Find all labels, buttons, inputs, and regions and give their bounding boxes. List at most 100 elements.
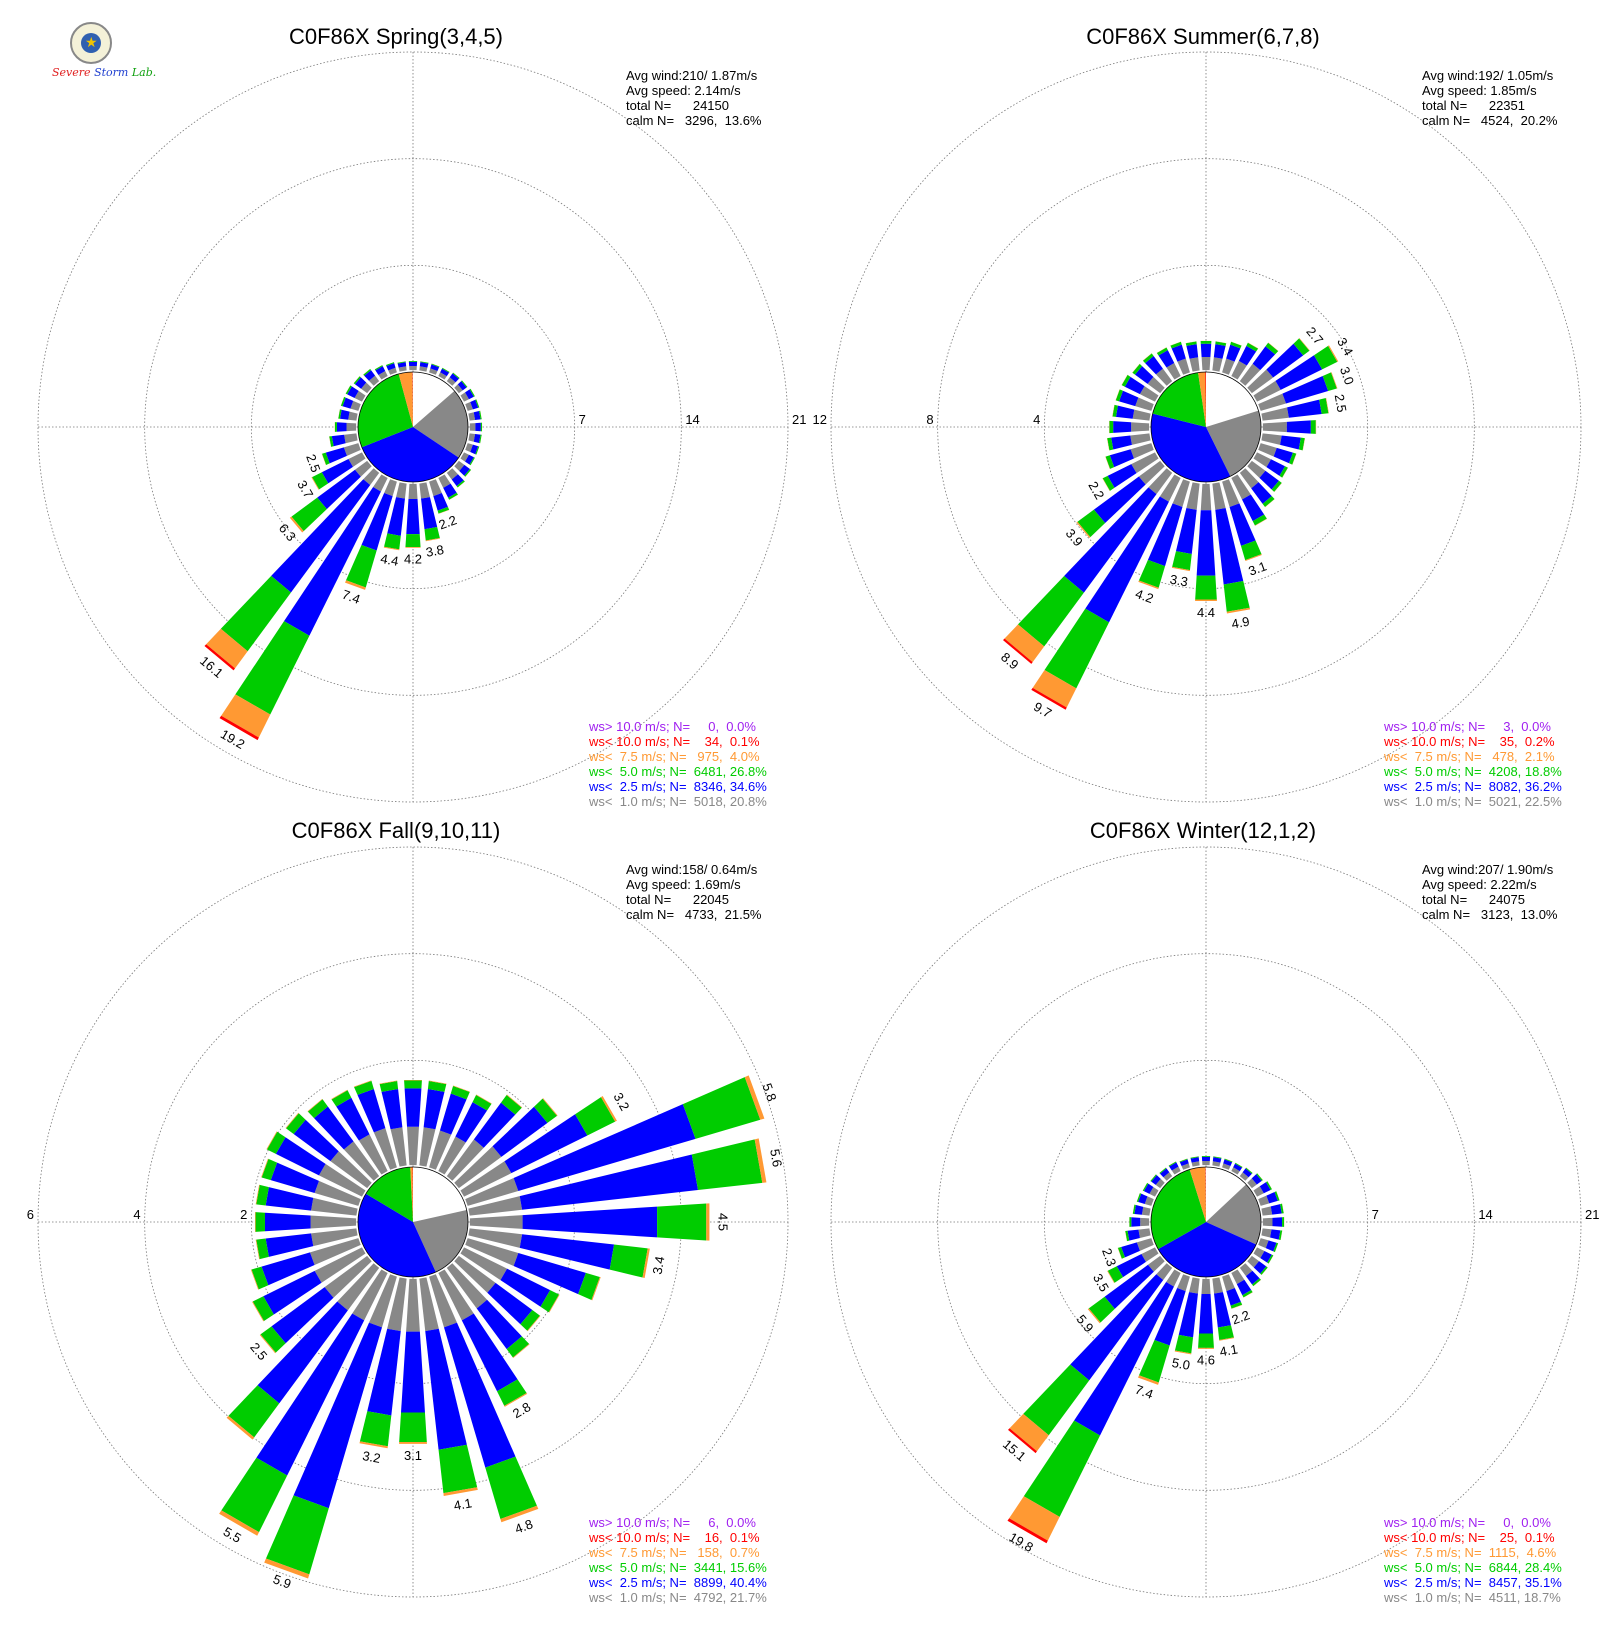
sector-bar-segment: [1106, 438, 1110, 451]
sector-bar-segment: [379, 1081, 399, 1092]
sector-bar-segment: [1262, 1217, 1273, 1227]
sector-bar-segment: [431, 363, 440, 368]
sector-bar-segment: [450, 1085, 470, 1100]
sector-bar-segment: [354, 460, 372, 477]
speed-class-slice: [1205, 1167, 1206, 1222]
sector-bar-segment: [408, 483, 418, 499]
sector-bar-segment: [1064, 487, 1157, 593]
sector-bar-segment: [1044, 608, 1110, 689]
sector-bar-segment: [251, 1266, 269, 1290]
sector-bar-segment: [479, 410, 482, 420]
sector-bar-segment: [1246, 342, 1259, 352]
sector-bar-segment: [322, 452, 330, 465]
sector-bar-segment: [469, 388, 475, 397]
sector-bar-segment: [271, 1287, 334, 1344]
sector-bar-segment: [469, 1215, 523, 1229]
sector-value-label: 5.9: [271, 1571, 293, 1591]
sector-bar-segment: [1168, 1161, 1176, 1166]
ring-label: 21: [1585, 1207, 1599, 1222]
stats-line: total N= 24075: [1422, 892, 1525, 907]
sector-bar-segment: [1240, 540, 1262, 561]
sector-bar-segment: [1292, 453, 1297, 465]
sector-bar-segment: [1257, 1173, 1263, 1181]
sector-bar-segment: [1215, 341, 1227, 346]
speed-class-slice: [361, 427, 459, 482]
sector-bar-segment: [1121, 374, 1131, 387]
sector-bar-segment: [1322, 372, 1337, 392]
sector-bar-segment: [1253, 1186, 1264, 1197]
sector-bar-segment: [348, 452, 366, 467]
sector-bar-segment: [256, 1313, 365, 1476]
sector-bar-segment: [1142, 353, 1154, 364]
sector-bar-segment: [1160, 1168, 1170, 1178]
sector-bar-segment: [1226, 344, 1241, 362]
sector-bar-segment: [1200, 343, 1212, 357]
sector-bar-segment: [1266, 1192, 1278, 1204]
sector-bar-segment: [1148, 468, 1173, 495]
sector-bar-segment: [1105, 455, 1115, 469]
sector-bar-segment: [1229, 503, 1256, 546]
sector-bar-segment: [1212, 1161, 1221, 1167]
sector-bar-segment: [1261, 1267, 1268, 1275]
sector-bar-segment: [1154, 1288, 1186, 1346]
sector-bar-segment: [321, 453, 327, 466]
sector-value-label: 2.5: [1332, 393, 1350, 413]
sector-bar-segment: [453, 1085, 470, 1093]
sector-bar-segment: [429, 368, 438, 375]
sector-bar-segment: [1243, 1292, 1253, 1298]
sector-bar-segment: [252, 1301, 264, 1322]
sector-bar-segment: [446, 377, 456, 386]
sector-bar-segment: [706, 1203, 710, 1241]
sector-bar-segment: [406, 498, 420, 535]
sector-bar-segment: [1222, 1274, 1235, 1292]
sector-bar-segment: [1280, 435, 1301, 450]
sector-bar-segment: [1077, 509, 1106, 538]
legend-entry: ws< 1.0 m/s; N= 5018, 20.8%: [588, 794, 767, 809]
sector-bar-segment: [1142, 353, 1152, 361]
sector-bar-segment: [331, 434, 346, 447]
sector-bar-segment: [1150, 1174, 1156, 1181]
legend-entry: ws< 1.0 m/s; N= 5021, 22.5%: [1383, 794, 1562, 809]
sector-bar-segment: [506, 1336, 530, 1358]
sector-bar-segment: [1175, 508, 1197, 554]
sector-bar-segment: [406, 1278, 420, 1332]
sector-bar-segment: [350, 400, 361, 411]
stats-line: total N= 22351: [1422, 98, 1525, 113]
sector-bar-segment: [1262, 421, 1287, 433]
sector-bar-segment: [475, 422, 481, 432]
sector-bar-segment: [1159, 474, 1181, 502]
sector-bar-segment: [408, 361, 418, 367]
sector-bar-segment: [291, 497, 327, 532]
sector-bar-segment: [437, 506, 450, 514]
calm-slice: [413, 372, 455, 427]
sector-bar-segment: [1222, 358, 1235, 375]
legend-entry: ws< 5.0 m/s; N= 4208, 18.8%: [1383, 764, 1562, 779]
sector-bar-segment: [1261, 433, 1282, 445]
sector-value-label: 2.2: [1230, 1307, 1252, 1327]
sector-bar-segment: [446, 1139, 484, 1181]
lab-logo: ★ Severe Storm Lab.: [52, 22, 156, 84]
sector-bar-segment: [404, 1080, 422, 1089]
ring-label: 8: [926, 412, 933, 427]
sector-bar-segment: [444, 1322, 516, 1468]
sector-bar-segment: [1287, 399, 1322, 418]
sector-bar-segment: [465, 443, 473, 453]
sector-bar-segment: [397, 361, 406, 364]
sector-bar-segment: [256, 1184, 269, 1206]
sector-bar-segment: [1253, 452, 1272, 468]
sector-bar-segment: [235, 621, 310, 715]
sector-bar-segment: [1115, 405, 1135, 419]
sector-bar-segment: [1325, 397, 1329, 414]
sector-bar-segment: [1102, 478, 1110, 492]
sector-bar-segment: [1166, 363, 1181, 380]
sector-bar-segment: [1105, 456, 1111, 470]
sector-bar-segment: [388, 367, 397, 375]
sector-bar-segment: [261, 1252, 315, 1286]
sector-bar-segment: [657, 1203, 707, 1241]
sector-bar-segment: [1139, 386, 1159, 402]
sector-bar-segment: [476, 399, 480, 408]
legend-entry: ws< 2.5 m/s; N= 8457, 35.1%: [1383, 1575, 1562, 1590]
sector-bar-segment: [311, 1228, 358, 1247]
sector-bar-segment: [379, 1080, 398, 1085]
